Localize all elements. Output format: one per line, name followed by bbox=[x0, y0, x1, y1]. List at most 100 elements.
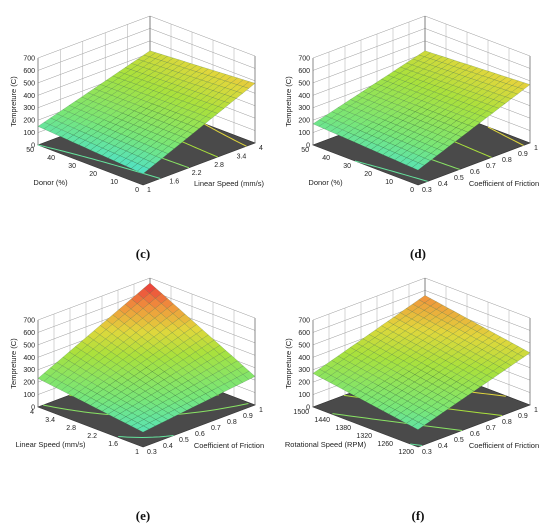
z-tick-label: 0 bbox=[31, 405, 35, 412]
z-tick-label: 500 bbox=[23, 342, 35, 349]
z-tick-label: 700 bbox=[298, 318, 310, 325]
y-tick-label: 0.9 bbox=[518, 151, 528, 158]
y-axis: 1 1.6 2.2 2.8 3.4 4 Linear Speed (mm/s) bbox=[147, 145, 265, 194]
contour-line bbox=[354, 160, 428, 182]
y-tick-label: 0.4 bbox=[438, 181, 448, 188]
z-tick-label: 500 bbox=[298, 80, 310, 87]
y-tick-label: 0.7 bbox=[486, 163, 496, 170]
y-tick-label: 0.8 bbox=[227, 419, 237, 426]
y-tick-label: 0.8 bbox=[502, 419, 512, 426]
x-tick-label: 30 bbox=[68, 163, 76, 170]
surface-cell bbox=[136, 166, 150, 174]
z-tick-label: 300 bbox=[23, 367, 35, 374]
panel-caption: (f) bbox=[412, 508, 425, 523]
x-axis-label: Donor (%) bbox=[308, 178, 343, 187]
z-tick-label: 700 bbox=[23, 318, 35, 325]
x-tick-label: 1200 bbox=[398, 449, 414, 456]
y-tick-label: 1.6 bbox=[169, 179, 179, 186]
x-axis: 1200 1260 1320 1380 1440 1500 Rotational Speed… bbox=[285, 409, 414, 456]
z-axis: 0 100 200 300 400 500 600 700 Tempreture (C) bbox=[284, 56, 310, 150]
surface-mesh bbox=[37, 282, 256, 433]
x-axis: 0 10 20 30 40 50 Donor (%) bbox=[26, 147, 139, 194]
x-tick-label: 1440 bbox=[314, 417, 330, 424]
z-tick-label: 0 bbox=[31, 143, 35, 150]
y-tick-label: 0.5 bbox=[179, 437, 189, 444]
surface-mesh bbox=[312, 50, 531, 171]
z-axis: 0 100 200 300 400 500 600 700 Tempreture (C) bbox=[9, 318, 35, 412]
x-tick-label: 4 bbox=[30, 409, 34, 416]
y-axis: 0.3 0.4 0.5 0.6 0.7 0.8 0.9 1 Coefficient of Fri… bbox=[147, 407, 264, 456]
x-tick-label: 20 bbox=[364, 171, 372, 178]
z-tick-label: 400 bbox=[298, 93, 310, 100]
surface-cell bbox=[136, 425, 150, 433]
z-tick-label: 100 bbox=[298, 130, 310, 137]
x-tick-label: 40 bbox=[47, 155, 55, 162]
y-tick-label: 0.3 bbox=[147, 449, 157, 456]
surface-cell bbox=[411, 162, 425, 171]
y-axis-label: Coefficient of Friction bbox=[469, 179, 539, 188]
y-tick-label: 0.4 bbox=[438, 443, 448, 450]
z-tick-label: 200 bbox=[298, 380, 310, 387]
z-tick-label: 600 bbox=[23, 330, 35, 337]
y-tick-label: 0.8 bbox=[502, 157, 512, 164]
panel-caption: (d) bbox=[410, 246, 426, 261]
x-tick-label: 1.6 bbox=[108, 441, 118, 448]
x-axis: 0 10 20 30 40 50 Donor (%) bbox=[301, 147, 414, 194]
y-tick-label: 0.5 bbox=[454, 175, 464, 182]
contour-line bbox=[487, 126, 524, 146]
contour-line bbox=[202, 122, 247, 147]
contour-line bbox=[118, 435, 174, 438]
z-tick-label: 700 bbox=[298, 56, 310, 63]
y-tick-label: 2.2 bbox=[192, 170, 202, 177]
z-tick-label: 400 bbox=[23, 355, 35, 362]
z-tick-label: 200 bbox=[23, 118, 35, 125]
z-tick-label: 300 bbox=[298, 105, 310, 112]
y-axis-label: Coefficient of Friction bbox=[194, 441, 264, 450]
x-axis: 1 1.6 2.2 2.8 3.4 4 Linear Speed (mm/s) bbox=[15, 409, 139, 456]
y-tick-label: 0.3 bbox=[422, 187, 432, 194]
y-axis-label: Coefficient of Friction bbox=[469, 441, 539, 450]
y-tick-label: 0.6 bbox=[195, 431, 205, 438]
z-tick-label: 200 bbox=[23, 380, 35, 387]
z-tick-label: 100 bbox=[23, 392, 35, 399]
z-tick-label: 100 bbox=[23, 130, 35, 137]
x-axis-label: Donor (%) bbox=[33, 178, 68, 187]
z-tick-label: 700 bbox=[23, 56, 35, 63]
y-tick-label: 1 bbox=[534, 145, 538, 152]
y-tick-label: 3.4 bbox=[237, 153, 247, 160]
x-tick-label: 2.8 bbox=[66, 425, 76, 432]
z-axis-label: Tempreture (C) bbox=[284, 338, 293, 389]
z-tick-label: 600 bbox=[23, 68, 35, 75]
x-tick-label: 1320 bbox=[356, 433, 372, 440]
x-tick-label: 1500 bbox=[293, 409, 309, 416]
z-tick-label: 500 bbox=[23, 80, 35, 87]
z-tick-label: 300 bbox=[298, 367, 310, 374]
panel-caption: (c) bbox=[136, 246, 150, 261]
surface-plot-0: 0 100 200 300 400 500 600 700 Tempreture (C) 0 10 2… bbox=[9, 15, 265, 261]
surface-plot-2: 0 100 200 300 400 500 600 700 Tempreture (C) 1 1.6… bbox=[9, 277, 264, 523]
y-tick-label: 0.9 bbox=[518, 413, 528, 420]
x-tick-label: 10 bbox=[385, 179, 393, 186]
z-tick-label: 200 bbox=[298, 118, 310, 125]
x-tick-label: 1380 bbox=[335, 425, 351, 432]
y-axis-label: Linear Speed (mm/s) bbox=[194, 179, 265, 188]
y-tick-label: 0.7 bbox=[211, 425, 221, 432]
wall-gridline bbox=[312, 15, 531, 59]
z-tick-label: 0 bbox=[306, 405, 310, 412]
z-axis: 0 100 200 300 400 500 600 700 Tempreture (C) bbox=[9, 56, 35, 150]
z-tick-label: 500 bbox=[298, 342, 310, 349]
y-tick-label: 0.6 bbox=[470, 431, 480, 438]
z-tick-label: 400 bbox=[298, 355, 310, 362]
surface-cell bbox=[411, 422, 425, 430]
x-tick-label: 1 bbox=[135, 449, 139, 456]
x-tick-label: 50 bbox=[26, 147, 34, 154]
surface-mesh bbox=[37, 50, 256, 174]
surface-mesh bbox=[312, 295, 531, 430]
y-tick-label: 0.5 bbox=[454, 437, 464, 444]
panel-caption: (e) bbox=[136, 508, 150, 523]
y-tick-label: 1 bbox=[147, 187, 151, 194]
wall-gridline bbox=[37, 15, 256, 59]
contour-line bbox=[410, 443, 423, 446]
y-tick-label: 1 bbox=[534, 407, 538, 414]
x-tick-label: 50 bbox=[301, 147, 309, 154]
